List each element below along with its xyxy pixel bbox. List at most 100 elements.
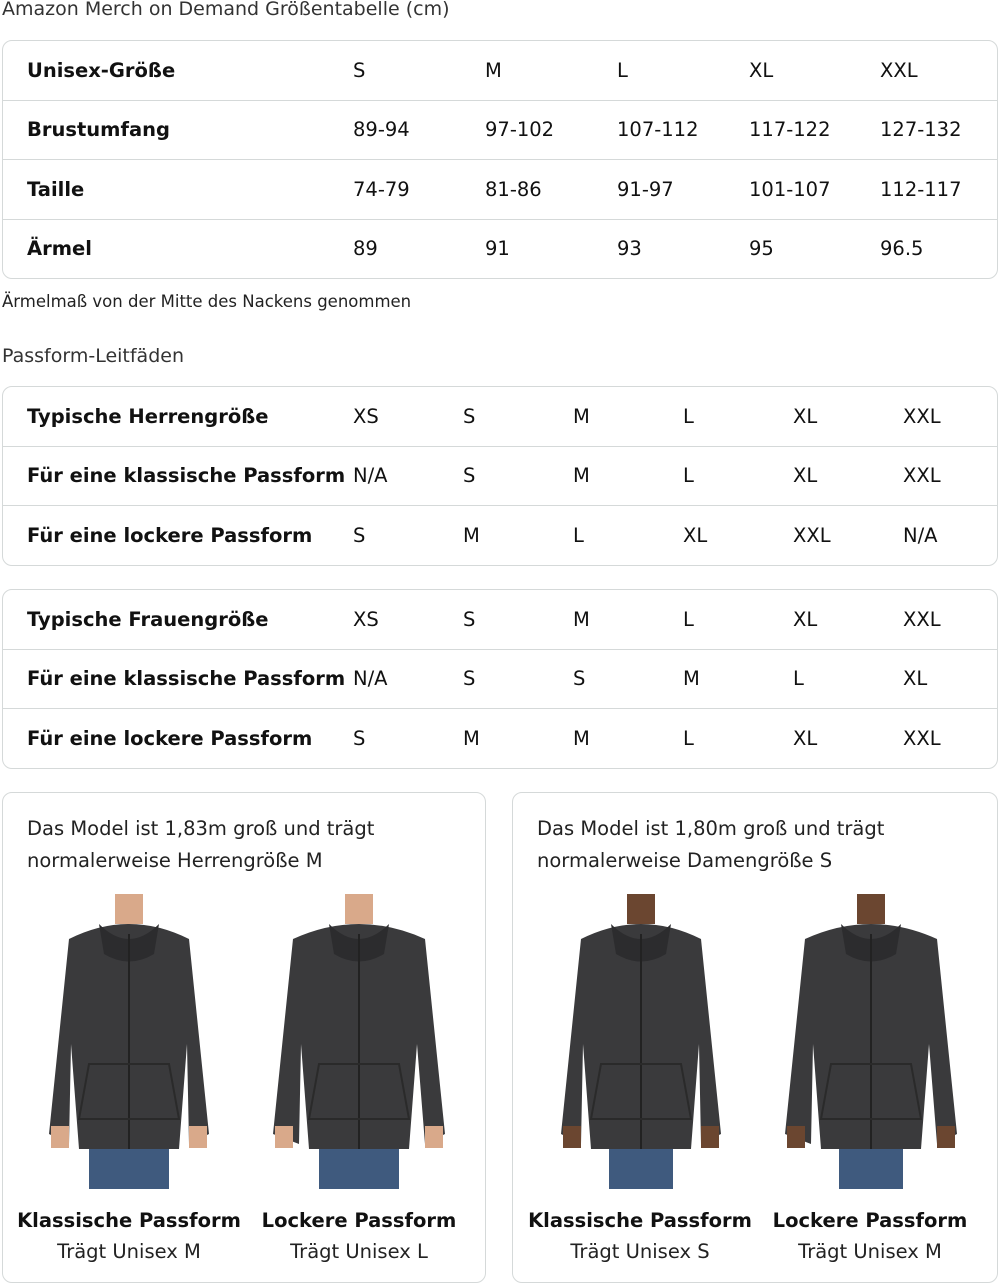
fit-title: Klassische Passform [17, 1209, 241, 1232]
table-cell: S [463, 607, 476, 631]
fit-caption: Klassische Passform Trägt Unisex S [520, 1209, 760, 1263]
hand [425, 1126, 443, 1148]
table-row: Typische Frauengröße XS S M L XL XXL [3, 590, 997, 649]
table-cell: 89-94 [353, 118, 410, 142]
table-cell: L [573, 523, 584, 547]
table-cell: S [353, 726, 366, 750]
fit-caption: Lockere Passform Trägt Unisex M [750, 1209, 990, 1263]
table-cell: S [573, 667, 586, 691]
fit-size: Trägt Unisex L [290, 1240, 428, 1263]
row-label: Typische Herrengröße [27, 404, 269, 428]
sleeve-note: Ärmelmaß von der Mitte des Nackens genom… [2, 292, 412, 311]
fit-caption: Lockere Passform Trägt Unisex L [239, 1209, 479, 1263]
hand [189, 1126, 207, 1148]
row-label: Für eine klassische Passform [27, 464, 346, 488]
table-row: Taille 74-79 81-86 91-97 101-107 112-117 [3, 159, 997, 219]
model-info-line: Das Model ist 1,80m groß und trägt [537, 817, 885, 840]
fit-title: Lockere Passform [261, 1209, 457, 1232]
table-cell: S [463, 464, 476, 488]
fit-guide-heading: Passform-Leitfäden [2, 345, 184, 367]
table-cell: XXL [903, 464, 941, 488]
row-label: Ärmel [27, 237, 92, 261]
neck [345, 894, 373, 924]
table-cell: 91 [485, 237, 510, 261]
table-cell: XL [749, 58, 774, 82]
women-fit-table: Typische Frauengröße XS S M L XL XXL Für eine k… [2, 589, 998, 769]
table-cell: L [617, 58, 628, 82]
table-row: Typische Herrengröße XS S M L XL XXL [3, 387, 997, 446]
jeans [839, 1144, 903, 1189]
men-classic-fit-photo [29, 894, 229, 1189]
jeans [319, 1144, 399, 1189]
pocket [307, 1063, 411, 1120]
table-cell: S [353, 58, 366, 82]
table-cell: M [573, 726, 590, 750]
table-cell: 96.5 [880, 237, 924, 261]
fit-caption: Klassische Passform Trägt Unisex M [9, 1209, 249, 1263]
table-cell: 97-102 [485, 118, 555, 142]
row-label: Für eine lockere Passform [27, 523, 313, 547]
table-cell: 93 [617, 237, 642, 261]
row-label: Taille [27, 177, 85, 201]
table-cell: XL [683, 523, 708, 547]
table-cell: L [683, 464, 694, 488]
table-cell: 89 [353, 237, 378, 261]
table-cell: 112-117 [880, 177, 962, 201]
table-cell: XS [353, 607, 379, 631]
row-label: Typische Frauengröße [27, 607, 269, 631]
jeans [89, 1144, 169, 1189]
table-cell: M [683, 667, 700, 691]
table-row: Für eine lockere Passform S M M L XL XXL [3, 708, 997, 768]
women-classic-fit-photo [541, 894, 741, 1189]
table-cell: M [573, 607, 590, 631]
fit-title: Lockere Passform [772, 1209, 968, 1232]
fit-size: Trägt Unisex M [798, 1240, 942, 1263]
model-info-line: Das Model ist 1,83m groß und trägt [27, 817, 375, 840]
row-label: Für eine lockere Passform [27, 726, 313, 750]
table-cell: S [463, 667, 476, 691]
hand [787, 1126, 805, 1148]
table-cell: N/A [903, 523, 938, 547]
table-cell: L [793, 667, 804, 691]
table-cell: M [573, 404, 590, 428]
fit-size: Trägt Unisex S [570, 1240, 710, 1263]
table-cell: 117-122 [749, 118, 831, 142]
table-cell: M [463, 726, 480, 750]
hand [701, 1126, 719, 1148]
table-cell: XXL [903, 726, 941, 750]
table-cell: XXL [793, 523, 831, 547]
hand [563, 1126, 581, 1148]
table-cell: 95 [749, 237, 774, 261]
row-label: Brustumfang [27, 118, 170, 142]
table-cell: XL [903, 667, 928, 691]
table-cell: XXL [880, 58, 918, 82]
women-model-text: Das Model ist 1,80m groß und trägt norma… [537, 813, 884, 877]
hand [937, 1126, 955, 1148]
table-cell: 107-112 [617, 118, 699, 142]
table-cell: L [683, 404, 694, 428]
hand [51, 1126, 69, 1148]
table-row: Unisex-Größe S M L XL XXL [3, 41, 997, 100]
table-cell: N/A [353, 667, 388, 691]
table-cell: N/A [353, 464, 388, 488]
table-cell: 74-79 [353, 177, 410, 201]
table-cell: 91-97 [617, 177, 674, 201]
table-cell: XL [793, 404, 818, 428]
men-model-card: Das Model ist 1,83m groß und trägt norma… [2, 792, 486, 1283]
model-info-line: normalerweise Damengröße S [537, 849, 833, 872]
men-model-text: Das Model ist 1,83m groß und trägt norma… [27, 813, 374, 877]
table-cell: XXL [903, 607, 941, 631]
men-fit-table: Typische Herrengröße XS S M L XL XXL Für eine k… [2, 386, 998, 566]
table-cell: S [463, 404, 476, 428]
neck [857, 894, 885, 924]
neck [627, 894, 655, 924]
table-cell: S [353, 523, 366, 547]
page-title: Amazon Merch on Demand Größentabelle (cm… [2, 0, 450, 20]
table-row: Brustumfang 89-94 97-102 107-112 117-122 127-… [3, 99, 997, 160]
table-row: Für eine lockere Passform S M L XL XXL N/A [3, 505, 997, 565]
table-cell: M [573, 464, 590, 488]
fit-size: Trägt Unisex M [57, 1240, 201, 1263]
men-loose-fit-photo [259, 894, 459, 1189]
table-row: Ärmel 89 91 93 95 96.5 [3, 218, 997, 279]
women-loose-fit-photo [771, 894, 971, 1189]
